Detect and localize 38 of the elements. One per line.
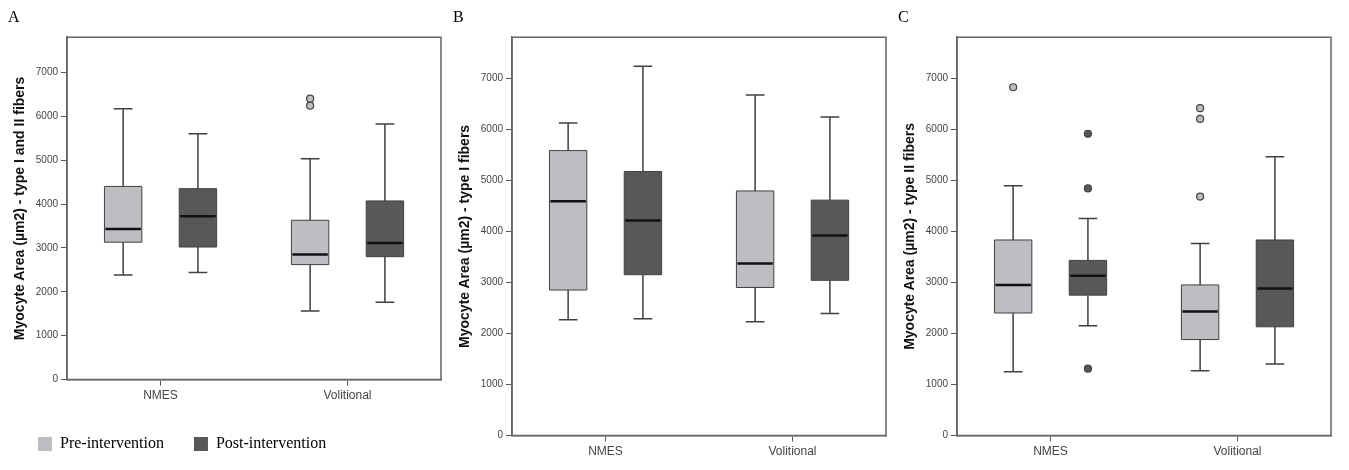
y-tick-label: 5000	[35, 153, 59, 165]
chart-title: C	[898, 7, 909, 25]
y-tick-label: 5000	[925, 173, 949, 185]
y-tick-label: 1000	[480, 378, 504, 390]
y-tick-label: 0	[52, 373, 59, 385]
y-tick-label: 3000	[35, 241, 59, 253]
y-tick-label: 4000	[35, 197, 59, 209]
y-axis-title: Myocyte Area (µm2) - type I fibers	[456, 124, 473, 348]
y-tick-label: 2000	[480, 327, 504, 339]
y-tick-label: 2000	[35, 285, 59, 297]
y-tick-label: 7000	[480, 71, 504, 83]
y-tick-label: 4000	[925, 225, 949, 237]
x-tick-label: NMES	[588, 444, 623, 459]
x-tick-label: Volitional	[1213, 444, 1262, 459]
y-tick-label: 0	[497, 429, 504, 441]
y-tick-label: 3000	[480, 276, 504, 288]
y-tick-label: 5000	[480, 173, 504, 185]
y-tick-label: 4000	[480, 225, 504, 237]
chart-title: B	[453, 7, 464, 25]
y-tick-label: 2000	[925, 327, 949, 339]
legend-label: Pre-intervention	[60, 434, 164, 452]
y-tick-label: 1000	[925, 378, 949, 390]
y-tick-label: 3000	[925, 276, 949, 288]
y-tick-label: 7000	[35, 66, 59, 78]
x-tick-label: NMES	[1033, 444, 1068, 459]
y-axis-title: Myocyte Area (µm2) - type I and II fibers	[11, 76, 28, 341]
y-tick-label: 6000	[480, 122, 504, 134]
y-tick-label: 0	[942, 429, 949, 441]
y-axis-title: Myocyte Area (µm2) - type II fibers	[901, 122, 918, 350]
chart-title: A	[8, 7, 20, 25]
x-tick-label: Volitional	[323, 388, 372, 403]
x-tick-label: Volitional	[768, 444, 817, 459]
y-tick-label: 1000	[35, 329, 59, 341]
y-tick-label: 7000	[925, 71, 949, 83]
y-tick-label: 6000	[925, 122, 949, 134]
y-tick-label: 6000	[35, 109, 59, 121]
x-tick-label: NMES	[143, 388, 178, 403]
legend-label: Post-intervention	[215, 434, 327, 452]
